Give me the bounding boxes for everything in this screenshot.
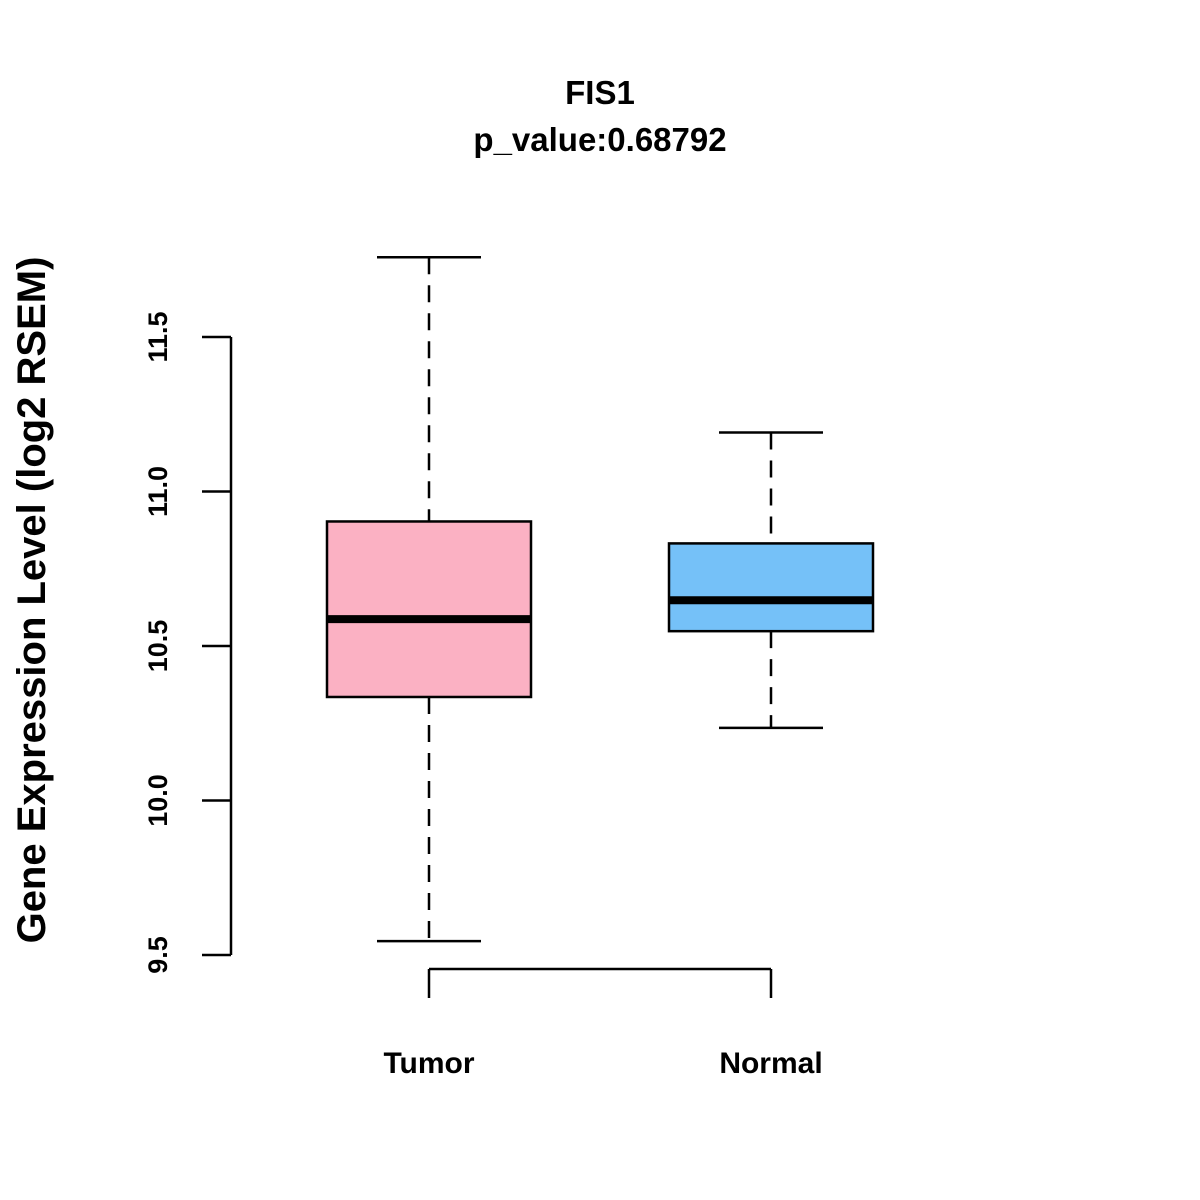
y-tick-label: 10.0 [143,774,173,827]
y-tick-label: 10.5 [143,620,173,673]
y-axis: 9.5 10.0 10.5 11.0 11.5 [143,311,233,974]
y-tick-label: 11.5 [143,311,173,362]
chart-subtitle: p_value:0.68792 [473,121,726,158]
iqr-box [325,520,533,699]
boxes [325,256,875,943]
y-axis-label: Gene Expression Level (log2 RSEM) [10,257,54,944]
x-tick-label: Tumor [383,1047,474,1080]
box-normal [667,431,875,730]
iqr-box [667,542,875,633]
y-tick-label: 9.5 [143,936,173,974]
y-tick-label: 11.0 [143,466,173,517]
x-tick-label: Normal [719,1047,822,1080]
x-axis: Tumor Normal [383,967,823,1080]
box-tumor [325,256,533,943]
chart-title: FIS1 [565,74,635,111]
